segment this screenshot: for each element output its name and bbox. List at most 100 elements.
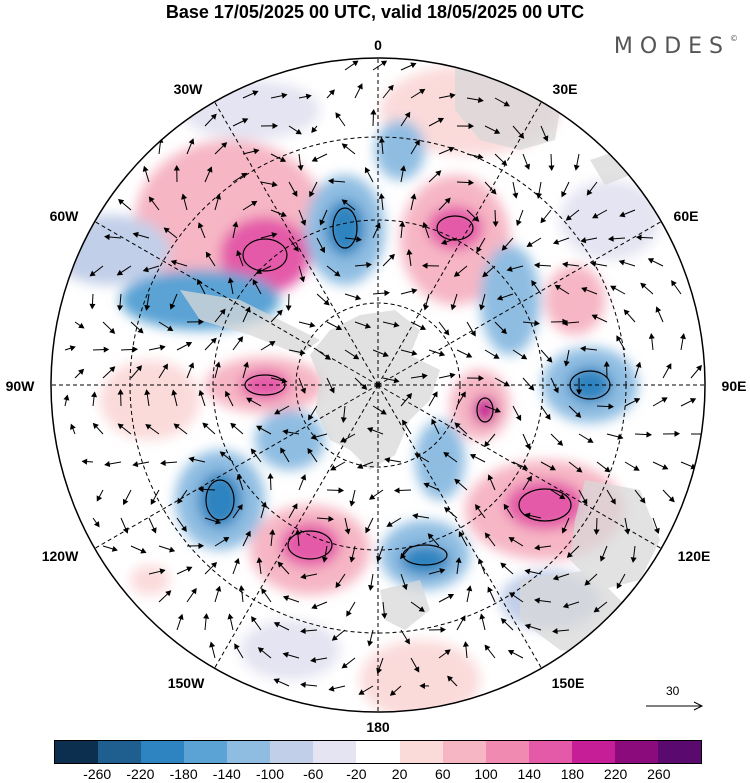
- wind-vector-head: [661, 397, 668, 403]
- wind-vector-head: [237, 336, 244, 343]
- wind-vector-head: [198, 389, 205, 397]
- wind-vector-head: [702, 430, 705, 438]
- wind-vector-head: [159, 568, 166, 575]
- wind-vector-head: [281, 92, 288, 99]
- wind-vector-head: [300, 573, 307, 580]
- wind-vector-head: [520, 353, 528, 360]
- label-120w: 120W: [41, 548, 79, 564]
- wind-vector-head: [334, 270, 341, 277]
- wind-vector-head: [593, 529, 600, 536]
- wind-vector-head: [197, 222, 204, 229]
- colorbar-swatch: [571, 741, 615, 763]
- colorbar-tick-label: -60: [303, 766, 324, 782]
- colorbar-tick-label: -140: [212, 766, 241, 782]
- wind-vector-head: [518, 132, 525, 139]
- wind-vector-head: [361, 383, 368, 390]
- wind-vector-head: [111, 545, 118, 552]
- wind-vector-head: [358, 689, 365, 695]
- wind-vector-head: [633, 398, 641, 404]
- wind-vector-head: [366, 261, 372, 268]
- wind-vector-head: [210, 113, 217, 120]
- wind-vector-head: [487, 586, 493, 593]
- wind-vector-head: [341, 143, 348, 150]
- wind-vector-head: [423, 482, 430, 489]
- wind-vector-head: [170, 259, 177, 266]
- wind-vector-head: [294, 529, 301, 535]
- wind-vector-head: [380, 409, 387, 415]
- colorbar-tick-label: 100: [474, 766, 498, 782]
- wind-vector-head: [378, 193, 385, 199]
- wind-vector-head: [169, 303, 176, 310]
- brand-text: MODES: [613, 34, 730, 59]
- label-120e: 120E: [677, 548, 711, 564]
- wind-vector-head: [500, 328, 507, 335]
- wind-vector-head: [414, 139, 420, 146]
- wind-vector-head: [181, 193, 188, 200]
- wind-vector-head: [261, 501, 267, 508]
- wind-vector-head: [132, 346, 139, 353]
- wind-vector-head: [438, 350, 446, 357]
- wind-vector-head: [109, 366, 116, 373]
- wind-vector-head: [188, 138, 195, 145]
- wind-vector-head: [215, 518, 222, 525]
- colorbar-labels: -260 -220 -180 -140 -100 -60 -20 20 60 100 140 180 2…: [54, 764, 702, 782]
- wind-vector-head: [104, 234, 110, 241]
- wind-vector-head: [599, 555, 606, 562]
- colorbar-swatch: [657, 741, 701, 763]
- wind-vector-head: [411, 349, 418, 356]
- wind-vector-head: [63, 394, 70, 401]
- wind-vector-head: [198, 542, 205, 549]
- wind-vector-head: [508, 537, 515, 543]
- wind-vector-head: [443, 452, 450, 458]
- wind-vector-head: [132, 461, 139, 468]
- wind-vector-head: [380, 60, 388, 67]
- wind-vector-head: [477, 96, 484, 103]
- wind-vector-head: [206, 166, 213, 173]
- wind-vector-head: [144, 389, 151, 396]
- wind-vector-head: [668, 496, 675, 503]
- colorbar-swatch: [614, 741, 658, 763]
- wind-vector-head: [524, 163, 531, 170]
- wind-vector-head: [219, 308, 226, 315]
- wind-vector-head: [496, 294, 504, 301]
- wind-vector-head: [432, 391, 438, 398]
- wind-vector-head: [277, 561, 284, 568]
- colorbar-tick-label: 20: [391, 766, 408, 782]
- wind-vector-head: [515, 414, 522, 422]
- wind-vector-head: [142, 266, 149, 273]
- wind-vector-head: [633, 465, 640, 471]
- wind-vector-head: [137, 327, 144, 334]
- wind-vector-head: [70, 423, 76, 430]
- wind-vector-head: [344, 528, 351, 535]
- wind-vector-head: [103, 346, 110, 353]
- wind-vector-head: [469, 453, 477, 460]
- wind-vector-head: [421, 262, 428, 269]
- wind-vector-head: [618, 259, 625, 266]
- wind-vector-head: [163, 227, 170, 234]
- wind-vector-head: [552, 574, 559, 581]
- wind-vector-head: [484, 440, 490, 448]
- wind-vector-head: [300, 387, 307, 394]
- wind-vector-head: [503, 100, 510, 107]
- wind-vector-head: [223, 536, 230, 543]
- wind-vector-head: [559, 493, 566, 500]
- wind-vector-head: [273, 678, 280, 684]
- wind-vector-head: [367, 427, 374, 433]
- wind-vector-head: [466, 585, 473, 592]
- wind-vector-head: [531, 280, 537, 287]
- map-title: Base 17/05/2025 00 UTC, valid 18/05/2025…: [165, 2, 585, 22]
- wind-vector-head: [300, 627, 306, 634]
- wind-vector-head: [349, 500, 356, 507]
- wind-vector-head: [386, 521, 393, 527]
- wind-vector-head: [93, 521, 100, 528]
- wind-vector-head: [449, 372, 456, 379]
- wind-vector-head: [300, 219, 307, 226]
- wind-vector-head: [352, 60, 359, 67]
- wind-vector-head: [431, 418, 437, 425]
- wind-vector-head: [655, 306, 662, 313]
- wind-vector-head: [69, 345, 76, 352]
- wind-vector-head: [232, 221, 239, 228]
- reference-vector: 30: [644, 684, 708, 714]
- wind-vector-head: [274, 408, 281, 415]
- wind-vector-head: [364, 166, 371, 174]
